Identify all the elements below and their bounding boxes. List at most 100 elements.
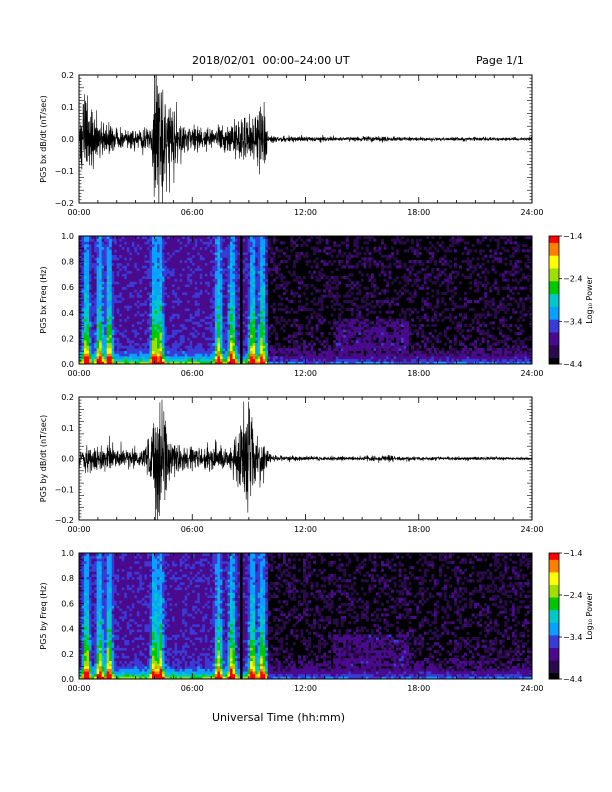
spectrogram-cell	[109, 313, 113, 317]
spectrogram-cell	[94, 241, 98, 245]
spectrogram-cell	[338, 308, 342, 312]
spectrogram-cell	[255, 257, 259, 261]
spectrogram-cell	[209, 297, 213, 301]
spectrogram-cell	[157, 268, 160, 272]
spectrogram-cell	[199, 297, 203, 301]
spectrogram-cell	[262, 270, 266, 274]
spectrogram-cell	[116, 276, 120, 280]
spectrogram-cell	[370, 273, 374, 277]
spectrogram-cell	[149, 297, 153, 301]
spectrogram-cell	[204, 254, 208, 258]
spectrogram-cell	[194, 356, 198, 360]
spectrogram-cell	[187, 310, 191, 314]
spectrogram-cell	[86, 342, 90, 346]
spectrogram-cell	[204, 289, 208, 293]
spectrogram-cell	[363, 300, 367, 304]
spectrogram-cell	[79, 241, 82, 245]
spectrogram-cell	[242, 305, 246, 309]
spectrogram-cell	[363, 361, 367, 365]
spectrogram-cell	[114, 340, 118, 344]
spectrogram-cell	[202, 337, 206, 341]
spectrogram-cell	[139, 238, 143, 242]
spectrogram-cell	[84, 329, 87, 333]
spectrogram-cell	[134, 348, 138, 352]
spectrogram-cell	[262, 321, 266, 325]
spectrogram-cell	[146, 244, 150, 248]
spectrogram-cell	[300, 358, 304, 362]
spectrogram-cell	[151, 316, 155, 320]
spectrogram-cell	[230, 278, 233, 282]
spectrogram-cell	[360, 300, 364, 304]
spectrogram-cell	[224, 289, 228, 293]
spectrogram-cell	[353, 329, 357, 333]
spectrogram-cell	[300, 337, 304, 341]
page-label: Page 1/1	[476, 54, 524, 67]
spectrogram-cell	[149, 345, 153, 349]
spectrogram-cell	[401, 332, 405, 336]
spectrogram-cell	[406, 337, 410, 341]
spectrogram-cell	[119, 265, 123, 269]
spectrogram-cell	[162, 324, 165, 328]
spectrogram-cell	[262, 337, 266, 341]
spectrogram-cell	[265, 345, 269, 349]
spectrogram-cell	[151, 342, 155, 346]
spectrogram-cell	[141, 308, 145, 312]
spectrogram-cell	[177, 350, 181, 354]
spectrogram-cell	[202, 300, 206, 304]
spectrogram-cell	[84, 276, 87, 280]
spectrogram-cell	[169, 318, 173, 322]
spectrogram-cell	[167, 270, 170, 274]
spectrogram-cell	[81, 300, 85, 304]
spectrogram-cell	[230, 308, 233, 312]
spectrogram-cell	[328, 348, 332, 352]
spectrogram-cell	[134, 257, 138, 261]
spectrogram-cell	[116, 313, 120, 317]
spectrogram-cell	[86, 260, 90, 264]
spectrogram-cell	[94, 262, 98, 266]
spectrogram-cell	[222, 244, 226, 248]
spectrogram-cell	[116, 310, 120, 314]
spectrogram-cell	[94, 353, 98, 357]
spectrogram-cell	[262, 326, 266, 330]
spectrogram-cell	[141, 342, 145, 346]
spectrogram-cell	[86, 308, 90, 312]
spectrogram-cell	[174, 297, 178, 301]
spectrogram-cell	[375, 332, 379, 336]
spectrogram-cell	[302, 361, 306, 365]
spectrogram-cell	[149, 361, 153, 365]
spectrogram-cell	[202, 246, 206, 250]
spectrogram-cell	[224, 262, 228, 266]
spectrogram-cell	[159, 265, 163, 269]
spectrogram-cell	[79, 358, 82, 362]
spectrogram-cell	[106, 276, 110, 280]
spectrogram-cell	[131, 278, 135, 282]
spectrogram-cell	[401, 236, 405, 240]
spectrogram-cell	[116, 356, 120, 360]
spectrogram-cell	[104, 313, 108, 317]
spectrogram-cell	[275, 332, 279, 336]
spectrogram-cell	[320, 308, 324, 312]
spectrogram-cell	[119, 262, 123, 266]
spectrogram-cell	[358, 342, 362, 346]
spectrogram-cell	[99, 313, 103, 317]
spectrogram-cell	[333, 278, 337, 282]
spectrogram-cell	[383, 361, 387, 365]
spectrogram-cell	[146, 310, 150, 314]
spectrogram-cell	[204, 358, 208, 362]
spectrogram-cell	[184, 273, 188, 277]
spectrogram-cell	[151, 260, 155, 264]
spectrogram-cell	[139, 334, 143, 338]
spectrogram-cell	[157, 350, 160, 354]
spectrogram-cell	[230, 326, 233, 330]
spectrogram-cell	[355, 342, 359, 346]
spectrogram-cell	[222, 284, 226, 288]
spectrogram-cell	[383, 353, 387, 357]
spectrogram-cell	[396, 342, 400, 346]
spectrogram-cell	[144, 273, 148, 277]
spectrogram-cell	[305, 316, 309, 320]
spectrogram-cell	[262, 265, 266, 269]
spectrogram-cell	[209, 265, 213, 269]
spectrogram-cell	[86, 316, 90, 320]
spectrogram-cell	[139, 302, 143, 306]
spectrogram-cell	[167, 265, 170, 269]
